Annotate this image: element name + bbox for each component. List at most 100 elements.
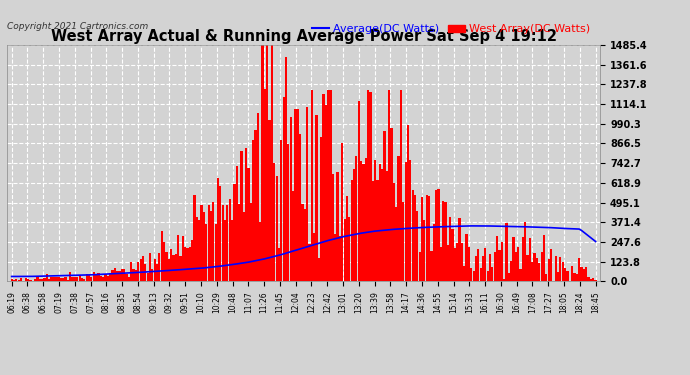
- Bar: [250, 203, 252, 281]
- Bar: [583, 270, 585, 281]
- Bar: [545, 274, 547, 281]
- Bar: [437, 189, 440, 281]
- Bar: [560, 257, 562, 281]
- Bar: [97, 273, 99, 281]
- Bar: [505, 223, 508, 281]
- Bar: [468, 247, 470, 281]
- Bar: [186, 248, 188, 281]
- Bar: [170, 249, 172, 281]
- Bar: [154, 260, 156, 281]
- Bar: [304, 209, 306, 281]
- Bar: [585, 267, 587, 281]
- Bar: [587, 277, 590, 281]
- Bar: [353, 169, 355, 281]
- Bar: [179, 255, 181, 281]
- Bar: [400, 90, 402, 281]
- Bar: [325, 105, 327, 281]
- Bar: [379, 164, 381, 281]
- Bar: [217, 178, 219, 281]
- Bar: [119, 271, 121, 281]
- Bar: [344, 219, 346, 281]
- Bar: [149, 253, 151, 281]
- Bar: [364, 158, 367, 281]
- Bar: [52, 277, 55, 281]
- Bar: [496, 236, 498, 281]
- Bar: [238, 204, 240, 281]
- Bar: [578, 258, 580, 281]
- Bar: [522, 237, 524, 281]
- Bar: [533, 253, 535, 281]
- Bar: [292, 191, 294, 281]
- Bar: [334, 234, 336, 281]
- Bar: [580, 267, 582, 281]
- Bar: [374, 160, 376, 281]
- Bar: [498, 250, 500, 281]
- Bar: [257, 113, 259, 281]
- Bar: [315, 116, 317, 281]
- Bar: [524, 222, 526, 281]
- Bar: [62, 278, 64, 281]
- Bar: [386, 171, 388, 281]
- Bar: [83, 279, 86, 281]
- Bar: [81, 278, 83, 281]
- Bar: [25, 278, 27, 281]
- Bar: [142, 256, 144, 281]
- Bar: [27, 279, 29, 281]
- Bar: [69, 272, 71, 281]
- Bar: [337, 172, 339, 281]
- Bar: [285, 57, 287, 281]
- Bar: [362, 164, 364, 281]
- Bar: [419, 252, 421, 281]
- Bar: [248, 168, 250, 281]
- Bar: [562, 262, 564, 281]
- Bar: [90, 277, 92, 281]
- Bar: [50, 277, 52, 281]
- Bar: [372, 181, 374, 281]
- Bar: [198, 220, 200, 281]
- Bar: [590, 279, 592, 281]
- Bar: [224, 220, 226, 281]
- Bar: [252, 140, 255, 281]
- Bar: [226, 206, 228, 281]
- Bar: [151, 269, 153, 281]
- Bar: [146, 273, 149, 281]
- Bar: [571, 266, 573, 281]
- Bar: [339, 236, 341, 281]
- Bar: [55, 277, 57, 281]
- Bar: [271, 0, 273, 281]
- Bar: [458, 218, 461, 281]
- Bar: [414, 195, 416, 281]
- Bar: [20, 278, 22, 281]
- Bar: [466, 234, 468, 281]
- Bar: [444, 202, 446, 281]
- Bar: [109, 273, 111, 281]
- Bar: [240, 152, 243, 281]
- Bar: [191, 240, 193, 281]
- Bar: [215, 225, 217, 281]
- Bar: [74, 277, 76, 281]
- Bar: [41, 279, 43, 281]
- Bar: [294, 109, 297, 281]
- Bar: [388, 90, 391, 281]
- Bar: [114, 268, 116, 281]
- Bar: [595, 280, 597, 281]
- Bar: [67, 280, 69, 281]
- Bar: [310, 90, 313, 281]
- Bar: [435, 190, 437, 281]
- Bar: [346, 196, 348, 281]
- Bar: [456, 243, 458, 281]
- Bar: [88, 275, 90, 281]
- Bar: [520, 268, 522, 281]
- Bar: [517, 247, 520, 281]
- Text: Copyright 2021 Cartronics.com: Copyright 2021 Cartronics.com: [7, 22, 148, 31]
- Bar: [264, 89, 266, 281]
- Bar: [538, 263, 540, 281]
- Bar: [320, 137, 322, 281]
- Bar: [130, 262, 132, 281]
- Bar: [317, 258, 320, 281]
- Bar: [297, 109, 299, 281]
- Title: West Array Actual & Running Average Power Sat Sep 4 19:12: West Array Actual & Running Average Powe…: [50, 29, 557, 44]
- Bar: [433, 224, 435, 281]
- Bar: [484, 248, 486, 281]
- Bar: [475, 256, 477, 281]
